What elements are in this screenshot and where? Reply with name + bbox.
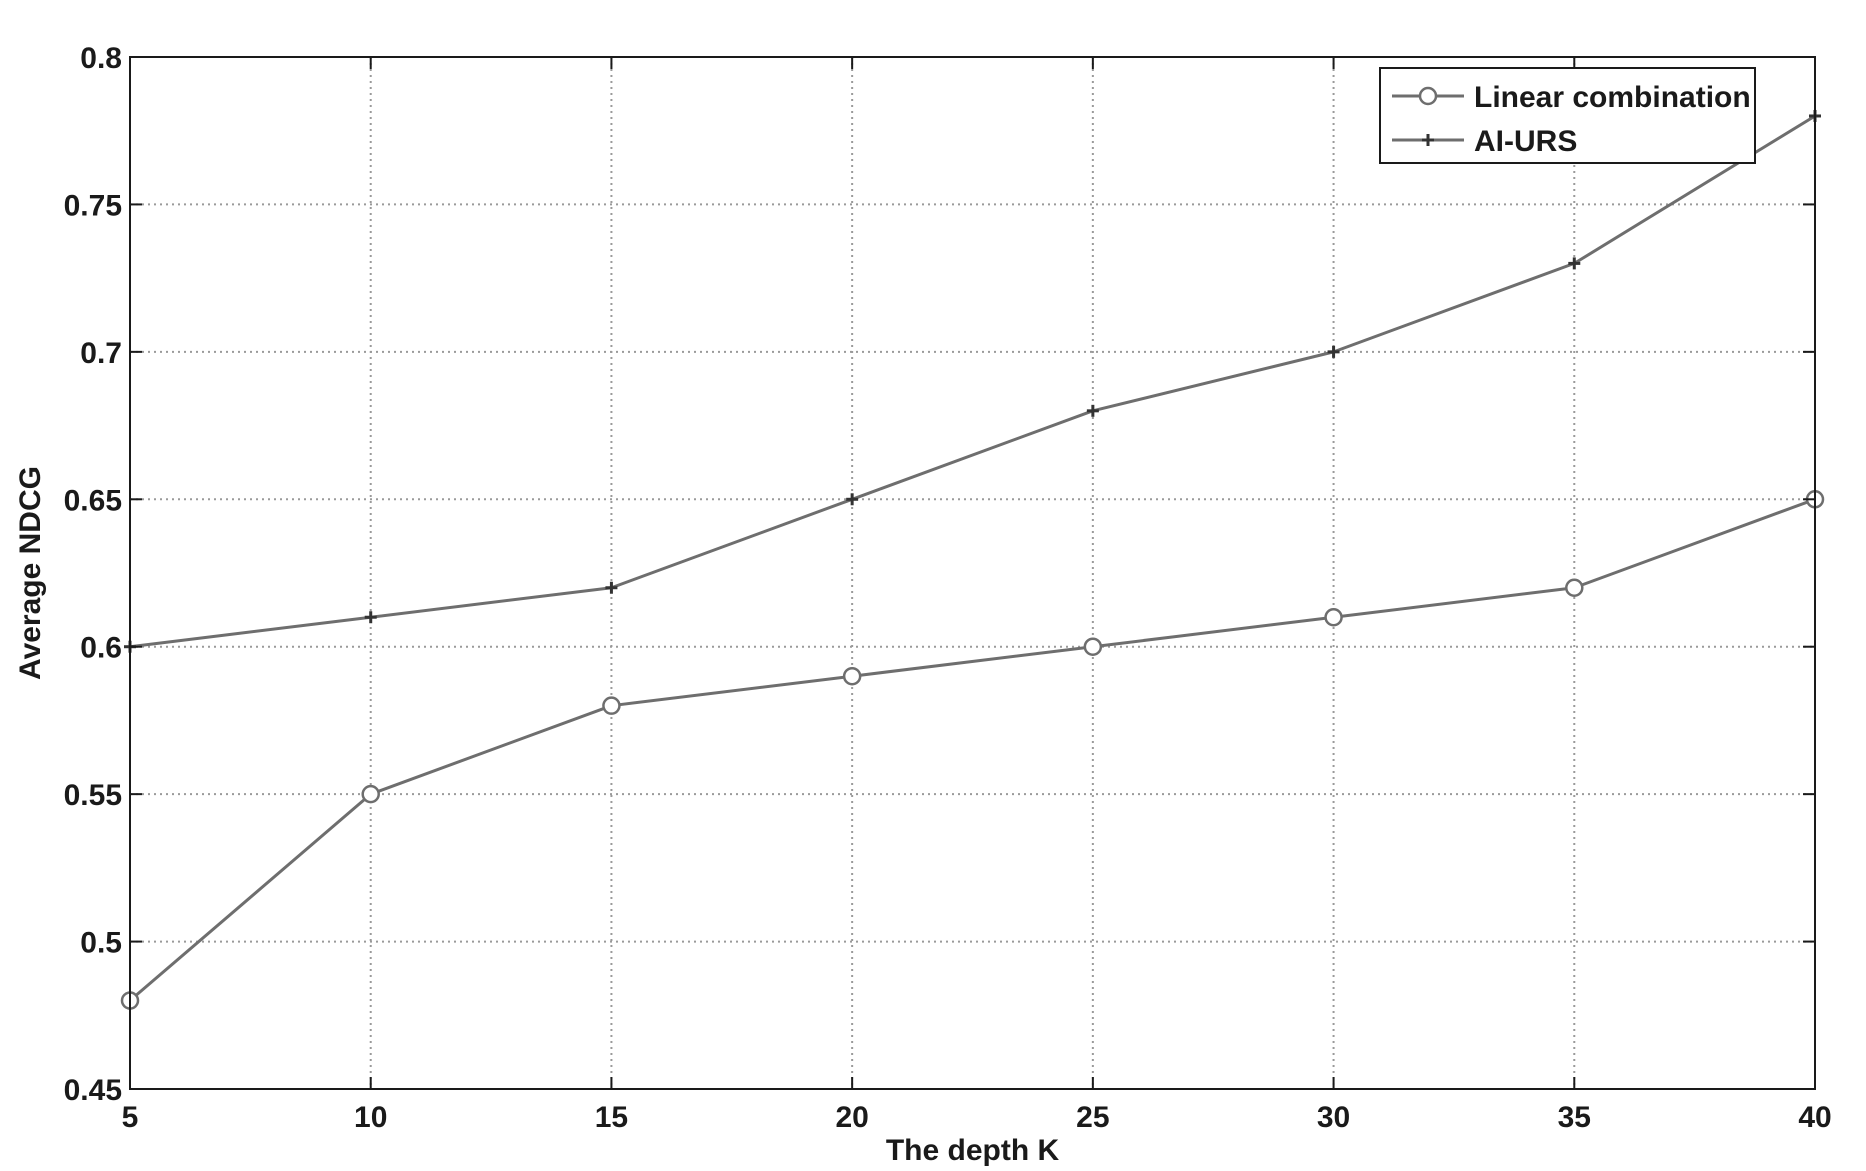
series-ai-urs: [124, 109, 1821, 653]
y-tick-label: 0.6: [80, 632, 122, 665]
x-tick-label: 30: [1317, 1101, 1350, 1134]
y-tick-label: 0.55: [64, 779, 122, 812]
y-tick-label: 0.45: [64, 1074, 122, 1107]
grid-lines: [130, 57, 1815, 1089]
plot-series: [120, 109, 1825, 1010]
legend-marker: [1422, 134, 1434, 146]
data-point: [364, 611, 377, 624]
data-point: [1083, 637, 1103, 656]
legend-item: AI-URS: [1392, 125, 1577, 158]
y-tick-label: 0.5: [80, 927, 122, 960]
data-point: [842, 666, 862, 686]
data-point: [602, 696, 621, 715]
data-point: [846, 493, 859, 506]
x-tick-label: 35: [1558, 1101, 1591, 1134]
legend-label: AI-URS: [1474, 125, 1577, 158]
x-tick-label: 20: [835, 1101, 868, 1134]
data-point: [361, 784, 380, 804]
x-tick-label: 25: [1076, 1101, 1109, 1134]
legend: Linear combination AI-URS: [1379, 67, 1756, 164]
y-axis-title: Average NDCG: [14, 466, 47, 680]
axis-ticks: 5 10 15 20 25 30 35 40 0.45 0.5 0.55 0.6 0.65 0.7 0.75…: [64, 42, 1832, 1134]
y-tick-label: 0.8: [80, 42, 122, 75]
legend-box: [1379, 67, 1756, 164]
y-tick-label: 0.75: [64, 189, 122, 222]
data-point: [1324, 607, 1343, 627]
data-point: [1568, 257, 1581, 270]
x-axis-title: The depth K: [886, 1134, 1060, 1167]
legend-label: Linear combination: [1474, 81, 1751, 114]
x-tick-label: 15: [595, 1101, 628, 1134]
data-point: [1086, 404, 1099, 417]
series-line: [129, 114, 1816, 649]
y-tick-label: 0.65: [64, 484, 122, 517]
series-linear-combination: [120, 490, 1825, 1010]
x-tick-label: 10: [354, 1101, 387, 1134]
legend-marker: [1418, 86, 1438, 106]
series-line: [129, 497, 1816, 1002]
x-tick-label: 40: [1798, 1101, 1831, 1134]
legend-item: Linear combination: [1392, 81, 1751, 114]
y-tick-label: 0.7: [80, 337, 122, 370]
plot-frame: [129, 56, 1816, 1090]
data-point: [1327, 345, 1340, 358]
data-point: [605, 581, 618, 594]
data-point: [1565, 578, 1584, 597]
x-tick-label: 5: [122, 1101, 139, 1134]
